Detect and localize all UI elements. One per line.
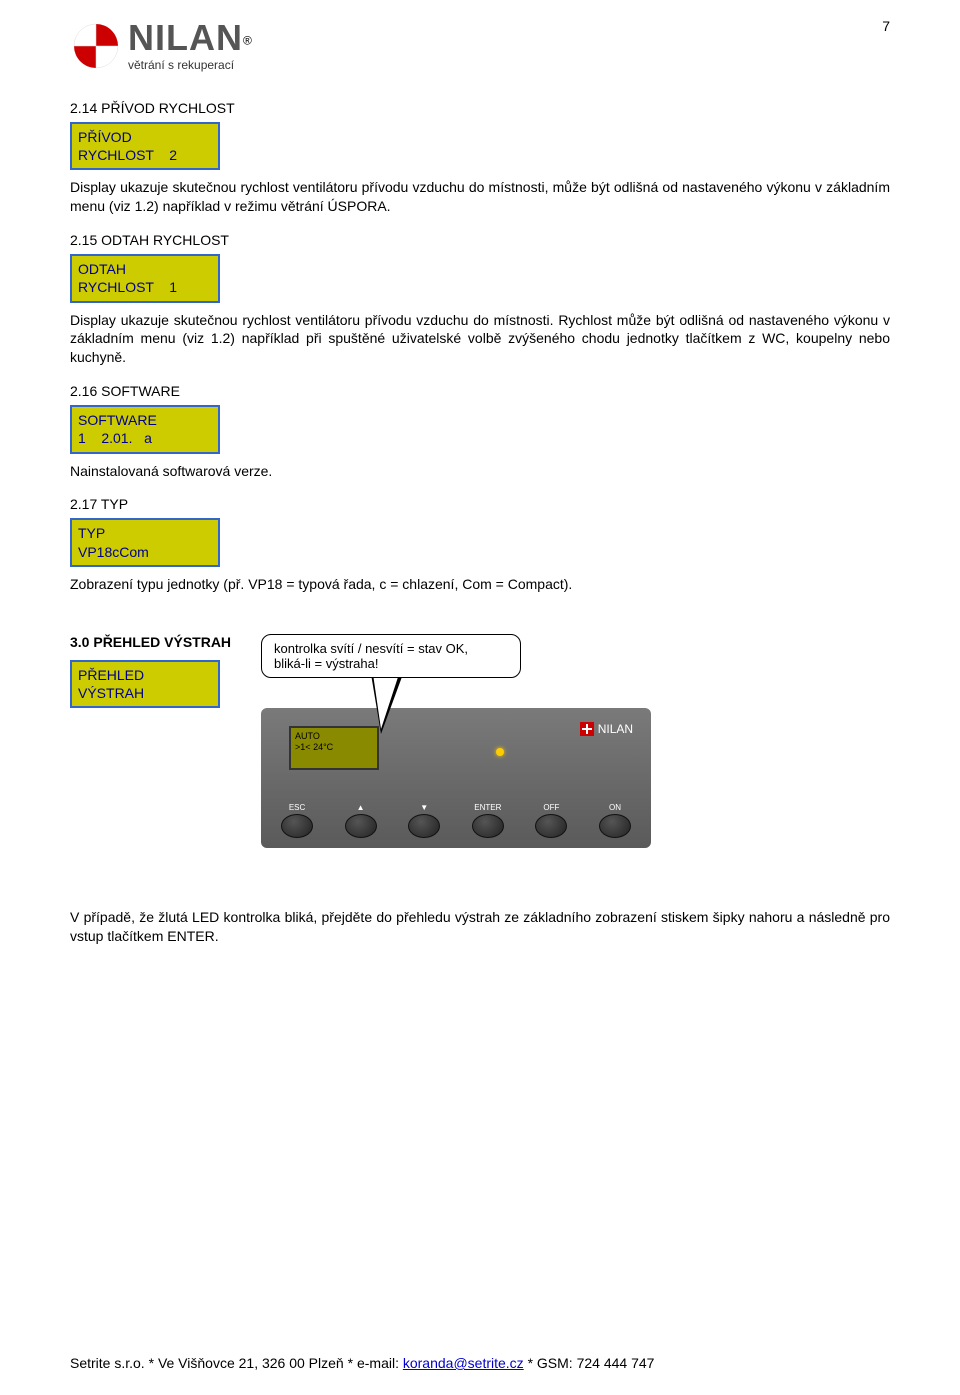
btn-label-down: ▼ — [420, 803, 428, 812]
display-software: SOFTWARE 1 2.01. a — [70, 405, 220, 453]
footer-gsm: 724 444 747 — [577, 1355, 655, 1371]
display-typ: TYP VP18cCom — [70, 518, 220, 566]
text-214: Display ukazuje skutečnou rychlost venti… — [70, 178, 890, 216]
heading-216: 2.16 SOFTWARE — [70, 383, 890, 399]
down-button[interactable] — [408, 814, 440, 838]
text-30: V případě, že žlutá LED kontrolka bliká,… — [70, 908, 890, 946]
display-privod-rychlost: PŘÍVOD RYCHLOST 2 — [70, 122, 220, 170]
off-button[interactable] — [535, 814, 567, 838]
heading-30: 3.0 PŘEHLED VÝSTRAH — [70, 634, 231, 650]
up-button[interactable] — [345, 814, 377, 838]
esc-button[interactable] — [281, 814, 313, 838]
device-brand: NILAN — [580, 722, 633, 736]
logo-brand-text: NILAN — [128, 17, 243, 58]
btn-label-off: OFF — [543, 803, 559, 812]
device-screen: AUTO >1< 24°C — [289, 726, 379, 770]
footer-company: Setrite s.r.o. — [70, 1355, 145, 1371]
brand-logo: NILAN® větrání s rekuperací — [70, 20, 890, 72]
footer-gsm-label: GSM: — [537, 1355, 573, 1371]
heading-214: 2.14 PŘÍVOD RYCHLOST — [70, 100, 890, 116]
footer: Setrite s.r.o. * Ve Višňovce 21, 326 00 … — [70, 1355, 890, 1371]
enter-button[interactable] — [472, 814, 504, 838]
on-button[interactable] — [599, 814, 631, 838]
device-buttons: ESC ▲ ▼ ENTER OFF ON — [281, 803, 631, 838]
cross-icon — [580, 722, 594, 736]
btn-label-enter: ENTER — [474, 803, 501, 812]
device-screen-line2: >1< 24°C — [295, 742, 373, 754]
page-number: 7 — [882, 18, 890, 34]
device-brand-text: NILAN — [598, 722, 633, 736]
device-screen-line1: AUTO — [295, 731, 373, 743]
logo-tagline: větrání s rekuperací — [128, 58, 252, 72]
callout-wrap: kontrolka svítí / nesvítí = stav OK, bli… — [261, 634, 890, 848]
device-panel: AUTO >1< 24°C NILAN ESC ▲ ▼ ENTER OFF ON — [261, 708, 651, 848]
footer-address: Ve Višňovce 21, 326 00 Plzeň — [158, 1355, 344, 1371]
btn-label-esc: ESC — [289, 803, 305, 812]
led-indicator-icon — [496, 748, 504, 756]
callout-text: kontrolka svítí / nesvítí = stav OK, bli… — [261, 634, 521, 678]
footer-email-link[interactable]: koranda@setrite.cz — [403, 1355, 524, 1371]
text-216: Nainstalovaná softwarová verze. — [70, 462, 890, 481]
display-odtah-rychlost: ODTAH RYCHLOST 1 — [70, 254, 220, 302]
footer-email-label: e-mail: — [357, 1355, 399, 1371]
btn-label-on: ON — [609, 803, 621, 812]
overview-row: 3.0 PŘEHLED VÝSTRAH PŘEHLED VÝSTRAH kont… — [70, 634, 890, 848]
heading-217: 2.17 TYP — [70, 496, 890, 512]
registered-mark: ® — [243, 33, 252, 47]
logo-mark-icon — [70, 20, 122, 72]
heading-215: 2.15 ODTAH RYCHLOST — [70, 232, 890, 248]
text-217: Zobrazení typu jednotky (př. VP18 = typo… — [70, 575, 890, 594]
btn-label-up: ▲ — [357, 803, 365, 812]
display-prehled-vystrah: PŘEHLED VÝSTRAH — [70, 660, 220, 708]
text-215: Display ukazuje skutečnou rychlost venti… — [70, 311, 890, 368]
